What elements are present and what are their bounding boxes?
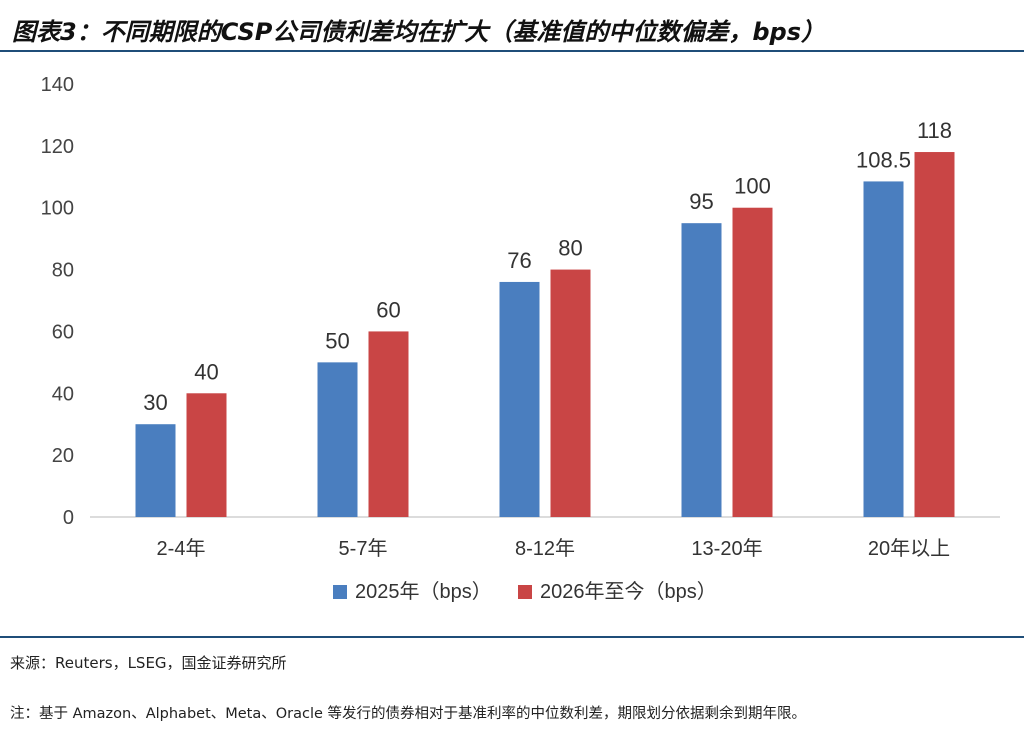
legend-label: 2026年至今（bps） [540,580,717,603]
bar-2025 [681,223,722,517]
bar-2026 [368,331,409,517]
data-label: 76 [507,248,531,273]
y-tick-label: 40 [52,383,74,405]
legend-swatch-2026 [518,585,532,599]
legend-label: 2025年（bps） [355,580,492,603]
x-tick-label: 5-7年 [339,537,388,560]
x-tick-label: 2-4年 [157,537,206,560]
y-tick-label: 140 [41,74,74,96]
footnote: 注：基于 Amazon、Alphabet、Meta、Oracle 等发行的债券相… [10,706,807,722]
bar-2026 [732,207,773,517]
data-label: 80 [558,236,582,261]
y-tick-label: 80 [52,260,74,282]
data-label: 95 [689,189,713,214]
y-tick-label: 20 [52,445,74,467]
chart-title: 图表3：不同期限的CSP公司债利差均在扩大（基准值的中位数偏差，bps） [12,18,825,46]
legend-swatch-2025 [333,585,347,599]
bar-2026 [186,393,227,517]
bar-2025 [317,362,358,517]
title-divider [0,50,1024,52]
bar-2025 [135,424,176,517]
x-tick-label: 8-12年 [515,537,575,560]
bar-chart: 0 20 40 60 80 100 120 140 30 40 2-4年 50 60 5-7年 76 80 8-… [41,74,1000,603]
footer-divider [0,636,1024,638]
x-tick-label: 13-20年 [691,537,762,560]
source-note: 来源：Reuters，LSEG，国金证券研究所 [10,654,287,672]
data-label: 60 [376,297,400,322]
y-tick-label: 0 [63,507,74,529]
data-label: 118 [917,118,952,143]
data-label: 30 [143,390,167,415]
data-label: 100 [734,174,771,199]
data-label: 40 [194,359,218,384]
x-tick-label: 20年以上 [868,537,950,560]
bar-2026 [550,269,591,517]
data-label: 50 [325,328,349,353]
bar-2025 [863,181,904,518]
y-tick-label: 120 [41,136,74,158]
bar-2025 [499,281,540,517]
y-tick-label: 60 [52,321,74,343]
chart-area: 0 20 40 60 80 100 120 140 30 40 2-4年 50 60 5-7年 76 80 8-… [0,56,1024,626]
bar-2026 [914,152,955,517]
y-tick-label: 100 [41,198,74,220]
data-label: 108.5 [856,147,911,172]
